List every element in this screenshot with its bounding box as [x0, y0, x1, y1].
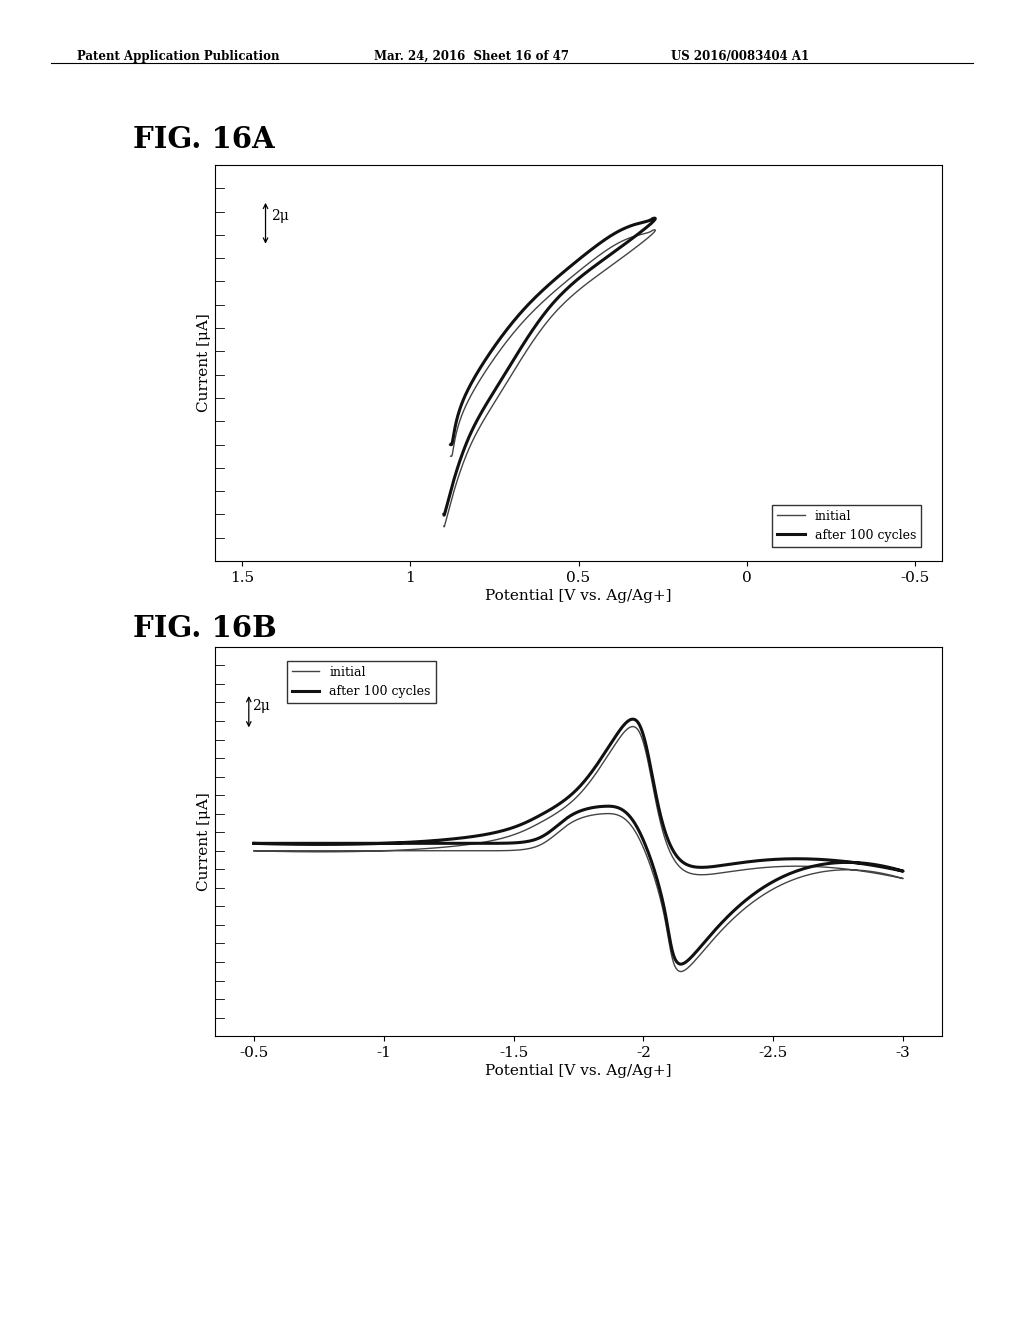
Text: Mar. 24, 2016  Sheet 16 of 47: Mar. 24, 2016 Sheet 16 of 47 — [374, 50, 568, 63]
Legend: initial, after 100 cycles: initial, after 100 cycles — [287, 661, 435, 704]
Legend: initial, after 100 cycles: initial, after 100 cycles — [772, 504, 922, 546]
Y-axis label: Current [μA]: Current [μA] — [197, 792, 211, 891]
Text: 2μ: 2μ — [252, 700, 269, 713]
X-axis label: Potential [V vs. Ag/Ag+]: Potential [V vs. Ag/Ag+] — [485, 589, 672, 603]
Text: 2μ: 2μ — [271, 210, 289, 223]
Y-axis label: Current [μA]: Current [μA] — [197, 314, 211, 412]
X-axis label: Potential [V vs. Ag/Ag+]: Potential [V vs. Ag/Ag+] — [485, 1064, 672, 1078]
Text: US 2016/0083404 A1: US 2016/0083404 A1 — [671, 50, 809, 63]
Text: Patent Application Publication: Patent Application Publication — [77, 50, 280, 63]
Text: FIG. 16A: FIG. 16A — [133, 125, 274, 154]
Text: FIG. 16B: FIG. 16B — [133, 614, 276, 643]
